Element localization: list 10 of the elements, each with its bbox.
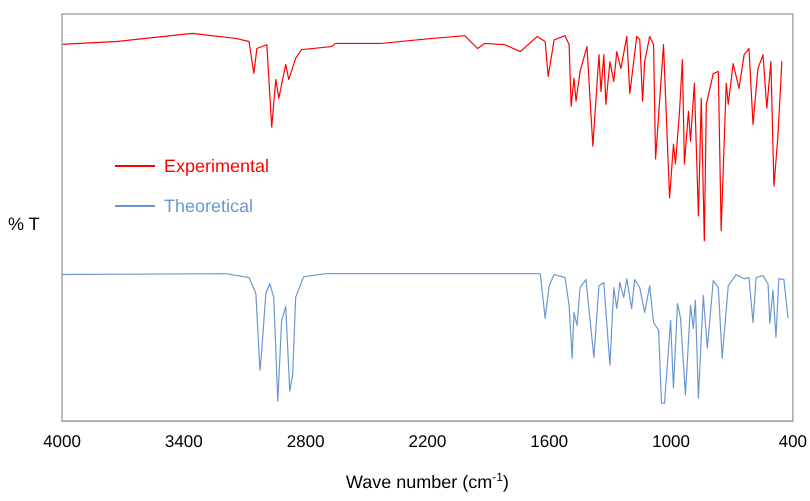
x-tick-label: 1000 xyxy=(652,432,690,451)
legend-label: Theoretical xyxy=(164,196,254,216)
x-tick-label: 2200 xyxy=(408,432,446,451)
x-tick-label: 3400 xyxy=(164,432,203,451)
y-axis-title: % T xyxy=(8,214,40,234)
x-tick-label: 4000 xyxy=(43,432,81,451)
x-tick-label: 2800 xyxy=(286,432,325,451)
legend-label: Experimental xyxy=(164,156,270,176)
x-tick-label: 1600 xyxy=(530,432,568,451)
x-tick-label: 400 xyxy=(778,432,808,451)
